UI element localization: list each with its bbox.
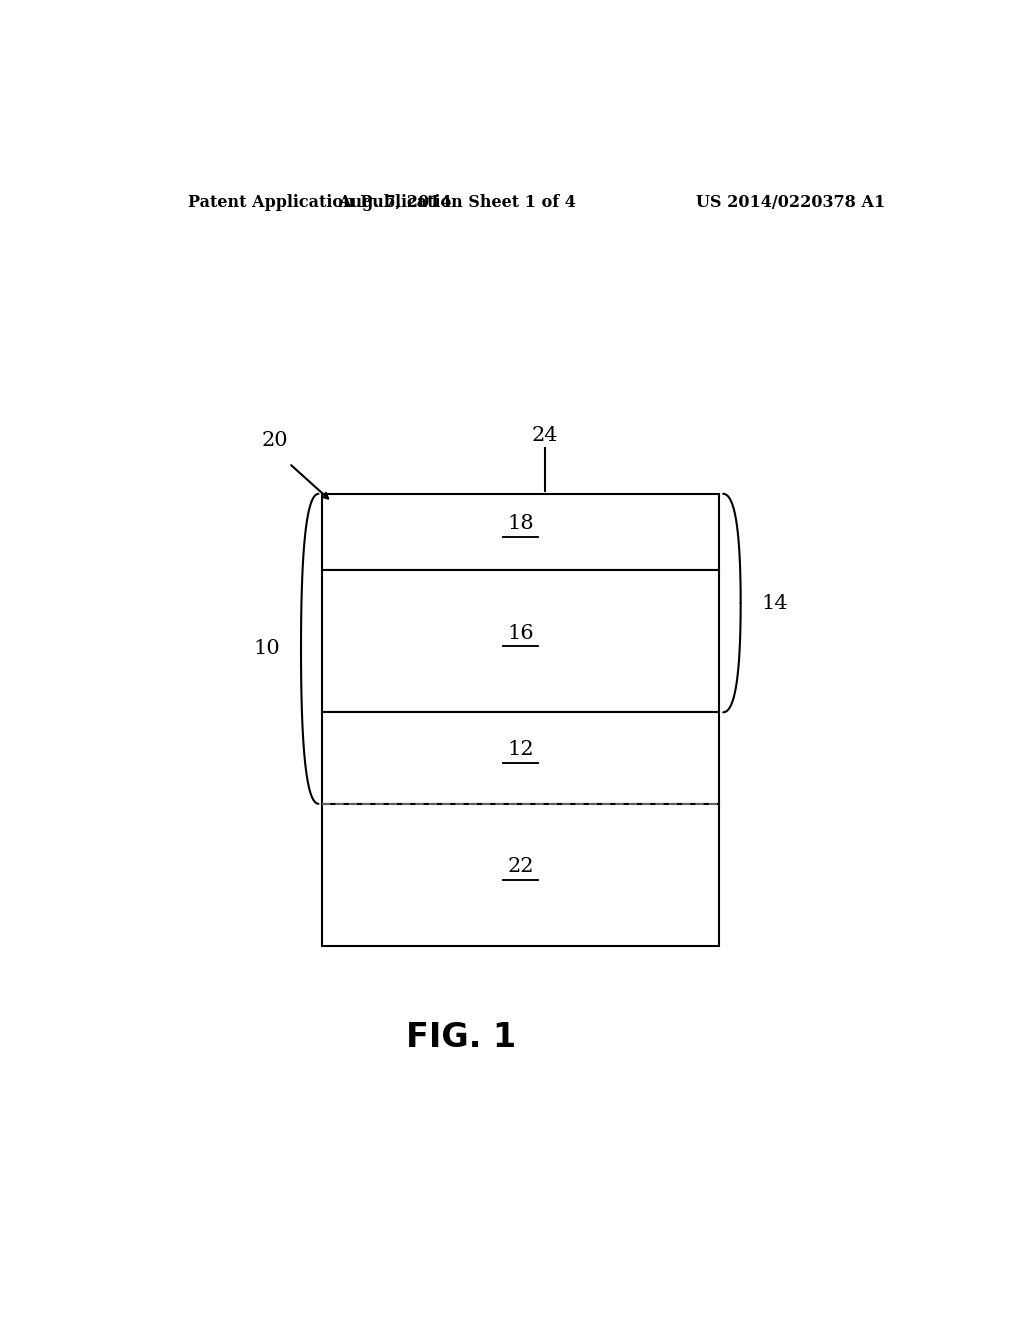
Text: 20: 20	[261, 432, 288, 450]
Bar	[323, 570, 719, 713]
Text: 12: 12	[508, 741, 535, 759]
Text: 24: 24	[531, 426, 558, 445]
Text: 16: 16	[508, 623, 535, 643]
Bar	[323, 713, 719, 804]
Text: 14: 14	[761, 594, 787, 612]
Text: FIG. 1: FIG. 1	[407, 1022, 516, 1055]
Text: 18: 18	[508, 515, 535, 533]
Text: Aug. 7, 2014   Sheet 1 of 4: Aug. 7, 2014 Sheet 1 of 4	[338, 194, 577, 211]
Text: 22: 22	[508, 857, 535, 876]
Bar	[323, 804, 719, 946]
Text: Patent Application Publication: Patent Application Publication	[187, 194, 462, 211]
Bar	[323, 494, 719, 570]
Text: 10: 10	[254, 639, 281, 659]
Text: US 2014/0220378 A1: US 2014/0220378 A1	[696, 194, 886, 211]
